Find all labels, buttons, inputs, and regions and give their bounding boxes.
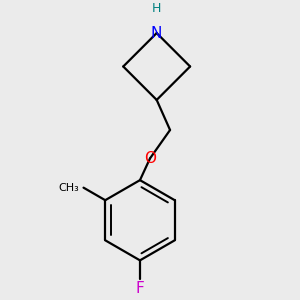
- Text: F: F: [136, 281, 144, 296]
- Text: H: H: [152, 2, 161, 15]
- Text: N: N: [151, 26, 162, 40]
- Text: CH₃: CH₃: [59, 183, 80, 193]
- Text: O: O: [144, 151, 156, 166]
